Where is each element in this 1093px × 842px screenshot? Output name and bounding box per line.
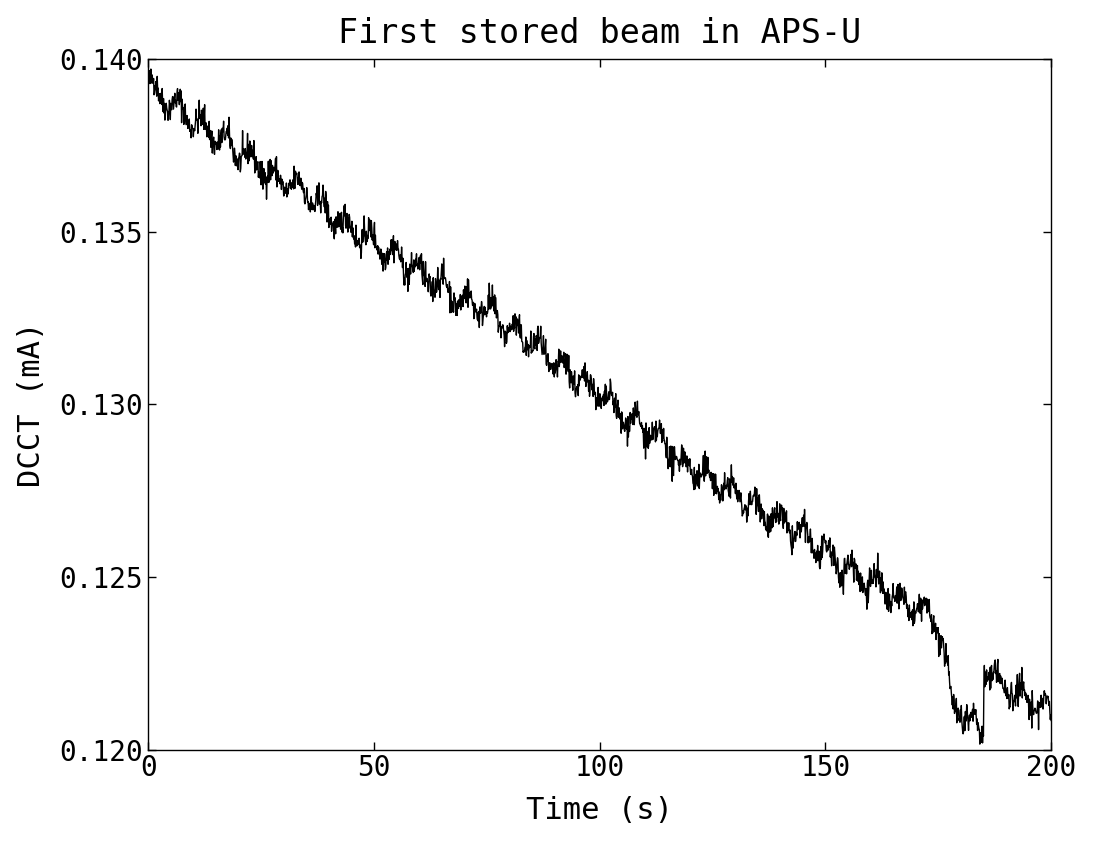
Y-axis label: DCCT (mA): DCCT (mA) (16, 322, 46, 488)
X-axis label: Time (s): Time (s) (526, 797, 673, 825)
Title: First stored beam in APS-U: First stored beam in APS-U (338, 17, 861, 50)
